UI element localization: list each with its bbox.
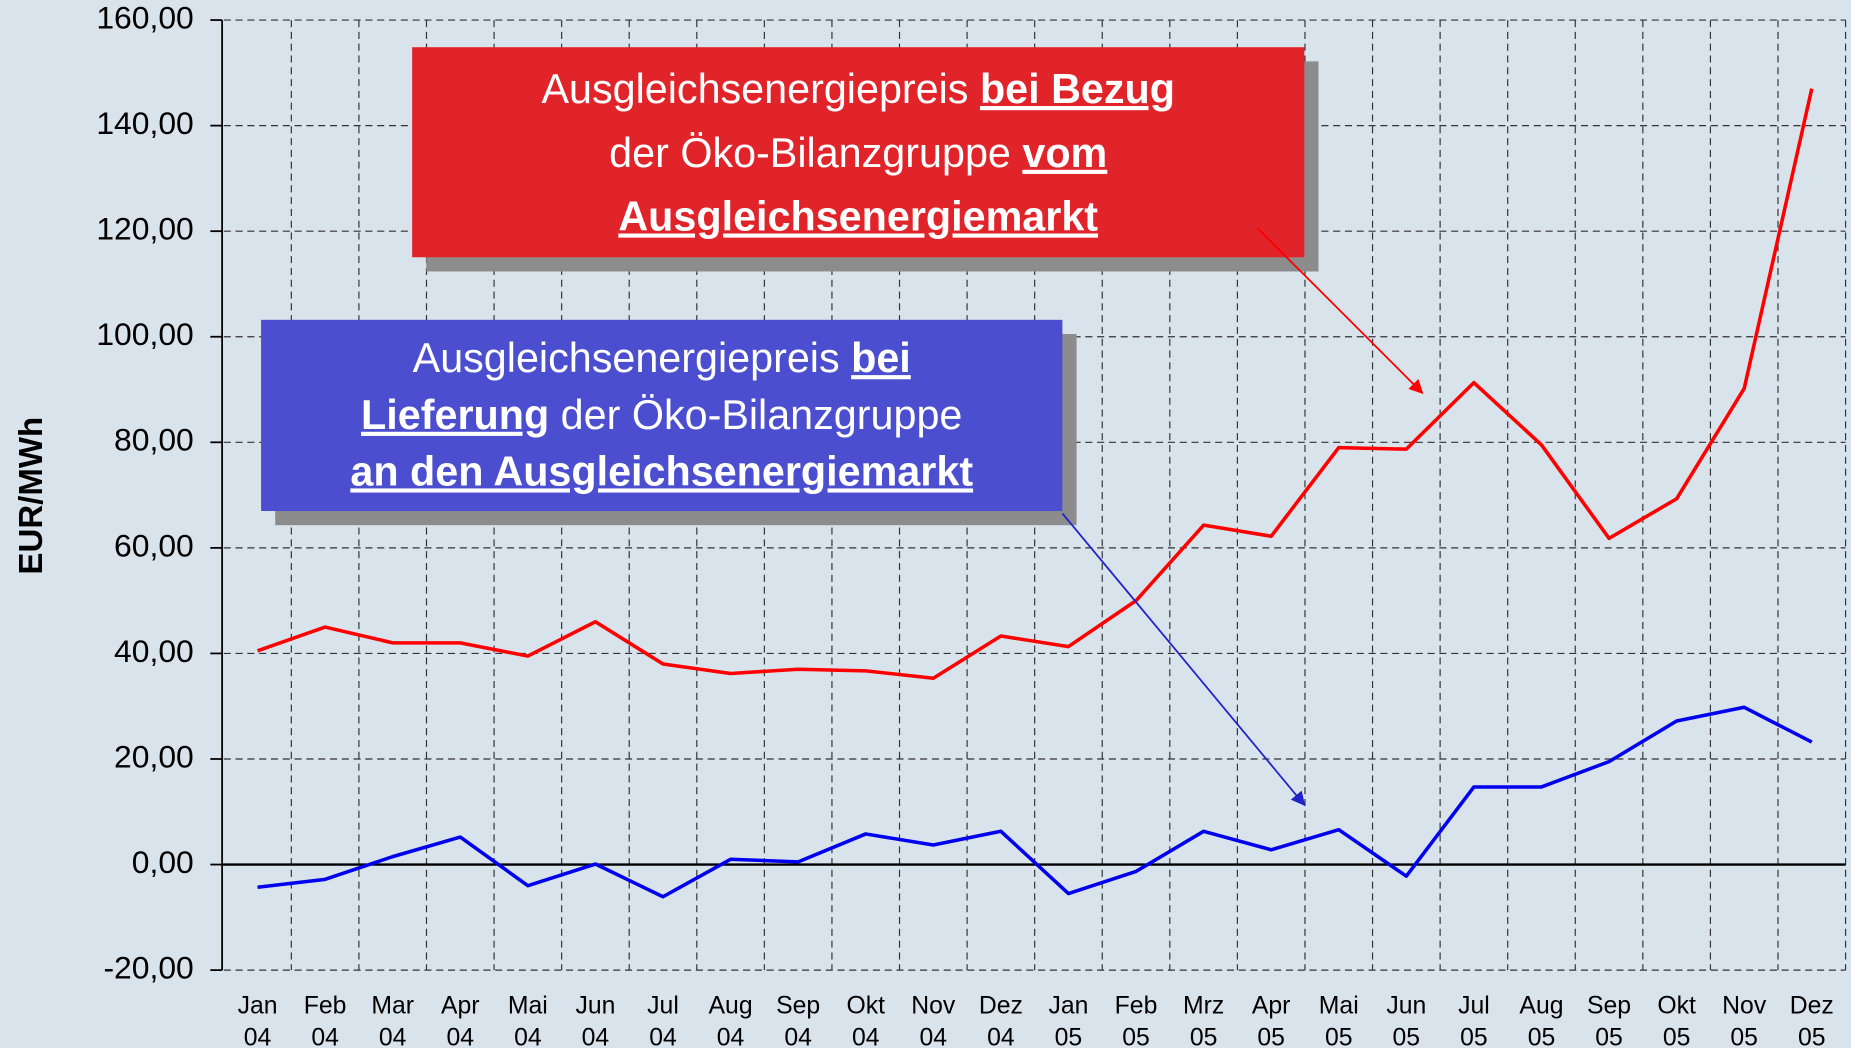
series-line	[256, 88, 1814, 681]
x-tick-label: Aug 05	[1519, 992, 1563, 1048]
annotation-box	[261, 319, 1063, 512]
x-tick-label: Apr 05	[1252, 992, 1291, 1048]
annotation-line: an den Ausgleichsenergiemarkt	[350, 448, 973, 494]
x-tick-label: Jul 05	[1458, 992, 1490, 1048]
y-tick-label: 120,00	[96, 211, 193, 247]
x-tick-label: Jul 04	[647, 992, 679, 1048]
y-tick-label: 140,00	[96, 105, 193, 141]
x-tick-label: Feb 05	[1115, 992, 1158, 1048]
y-tick-label: 0,00	[132, 844, 194, 880]
arrow	[1061, 512, 1306, 806]
y-tick-label: 20,00	[114, 738, 194, 774]
x-tick-label: Jun 05	[1386, 992, 1426, 1048]
x-tick-label: Jan 05	[1048, 992, 1088, 1048]
x-tick-label: Sep 04	[776, 992, 820, 1048]
y-tick-label: 160,00	[96, 0, 193, 35]
x-tick-label: Jan 04	[238, 992, 278, 1048]
annotation-text: Lieferung	[361, 392, 549, 438]
x-tick-label: Okt 04	[846, 992, 885, 1048]
annotation-text: bei Bezug	[980, 66, 1175, 112]
annotation-text: der Öko-Bilanzgruppe	[609, 130, 1022, 176]
annotation-line: Ausgleichsenergiemarkt	[618, 193, 1098, 239]
x-tick-label: Nov 04	[911, 992, 956, 1048]
x-tick-label: Mar 04	[371, 992, 414, 1048]
series-line	[257, 705, 1813, 899]
y-tick-label: -20,00	[103, 950, 193, 986]
annotation-text: an den Ausgleichsenergiemarkt	[350, 448, 973, 494]
x-tick-label: Mrz 05	[1183, 992, 1224, 1048]
x-tick-label: Dez 04	[979, 992, 1023, 1048]
annotations: Ausgleichsenergiepreis bei Bezug der Öko-…	[261, 47, 1424, 806]
annotation-line: Ausgleichsenergiepreis bei	[413, 335, 911, 381]
y-axis-label: EUR/MWh	[13, 417, 50, 575]
x-tick-label: Nov 05	[1722, 992, 1767, 1048]
annotation-text: vom	[1022, 130, 1107, 176]
annotation-line: Lieferung der Öko-Bilanzgruppe	[361, 392, 962, 438]
annotation-line: Ausgleichsenergiepreis bei Bezug	[541, 66, 1174, 112]
x-tick-label: Feb 04	[304, 992, 347, 1048]
x-tick-label: Apr 04	[441, 992, 480, 1048]
x-tick-label: Mai 04	[508, 992, 548, 1048]
annotation-text: bei	[851, 335, 911, 381]
y-tick-label: 40,00	[114, 633, 194, 669]
annotation-text: Ausgleichsenergiepreis	[413, 335, 851, 381]
y-tick-label: 100,00	[96, 316, 193, 352]
y-tick-label: 80,00	[114, 422, 194, 458]
arrow	[1256, 227, 1424, 395]
y-tick-label: 60,00	[114, 527, 194, 563]
x-tick-label: Sep 05	[1587, 992, 1631, 1048]
annotation-line: der Öko-Bilanzgruppe vom	[609, 130, 1107, 176]
x-tick-label: Okt 05	[1657, 992, 1696, 1048]
x-tick-label: Aug 04	[709, 992, 753, 1048]
annotation-text: Ausgleichsenergiemarkt	[618, 193, 1098, 239]
x-tick-label: Mai 05	[1319, 992, 1359, 1048]
x-tick-label: Dez 05	[1790, 992, 1834, 1048]
annotation-text: Ausgleichsenergiepreis	[541, 66, 979, 112]
annotation-box	[412, 47, 1305, 258]
annotation-text: der Öko-Bilanzgruppe	[549, 392, 962, 438]
x-tick-label: Jun 04	[575, 992, 615, 1048]
plot	[256, 88, 1814, 899]
